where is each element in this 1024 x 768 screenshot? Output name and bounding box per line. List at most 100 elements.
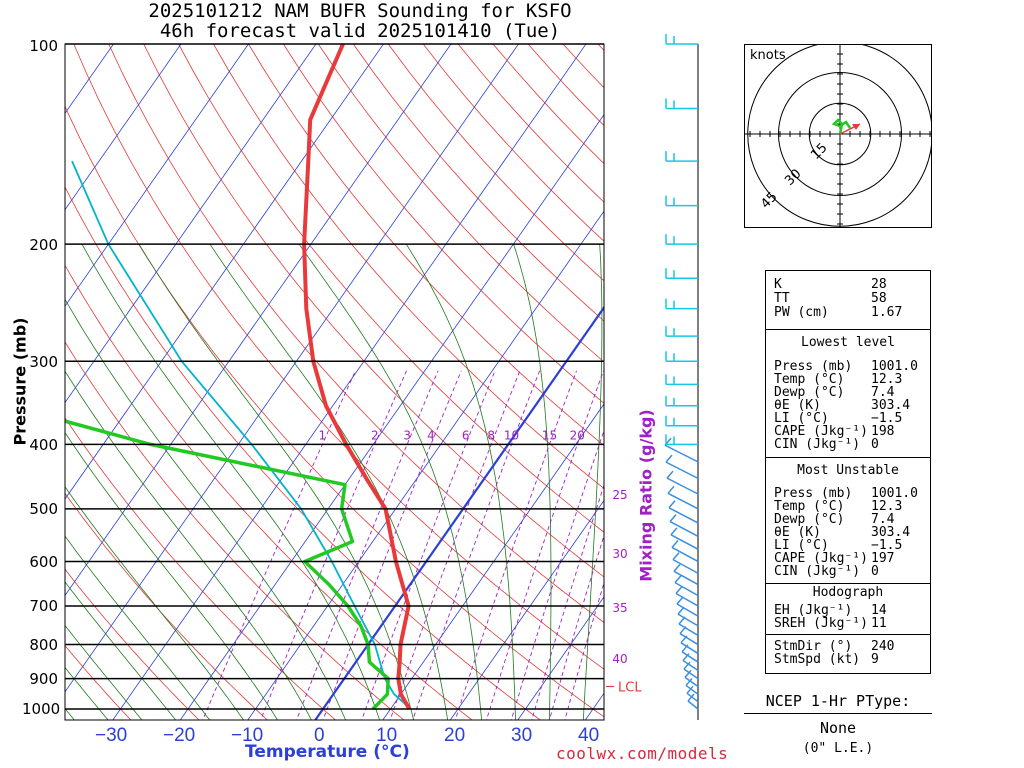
mixing-ratio-line [548,534,604,720]
wind-barb [687,693,699,710]
temperature-trace [302,44,412,710]
title-line-2: 46h forecast valid 2025101410 (Tue) [159,20,561,42]
wind-barb [670,527,699,550]
wind-barb [665,415,698,427]
indices-panel: K 28 TT 58 PW (cm) 1.67 Lowest level Press … [765,270,931,674]
mixing-ratio-tick-label: 2 [371,428,379,442]
dry-adiabat [65,341,405,720]
temp-tick-m20: −20 [163,725,196,746]
wind-barb [669,514,699,538]
mixing-ratio-lines [202,370,604,720]
moist-adiabat [65,431,278,720]
hodograph-section-title: Hodograph [812,585,884,600]
pressure-tick-600: 600 [29,553,58,571]
pressure-tick-300: 300 [29,353,58,371]
moist-adiabat [65,666,109,720]
pressure-tick-700: 700 [29,597,58,615]
moist-adiabat [65,486,244,720]
moist-adiabat [65,298,347,720]
pressure-tick-100: 100 [29,37,58,55]
wind-barb [665,268,698,279]
mixing-ratio-tick-label: 25 [612,488,627,502]
mixing-ratio-tick-label: 1 [319,428,327,442]
mixing-ratio-tick-label: 3 [403,428,411,442]
storm-motion-arrow [852,124,860,130]
temp-tick-m10: −10 [231,725,264,746]
wind-barb [671,539,699,563]
moist-adiabat [65,535,211,720]
wind-barb [677,606,699,627]
wind-barb [666,470,699,495]
moist-adiabat [209,243,449,720]
wind-barb [665,395,698,407]
isotherm [247,210,604,720]
lcl-label: LCL [618,680,642,695]
wind-barb [665,151,698,162]
index-row: EH (Jkg⁻¹) 14 [774,603,887,618]
index-row: SREH (Jkg⁻¹) 11 [774,616,887,631]
mixing-ratio-line [322,370,462,720]
wind-barb [685,677,699,695]
dewpoint-line [65,419,390,711]
dry-adiabat [947,44,1024,723]
dry-adiabat [65,186,541,720]
index-row: Temp (°C) 12.3 [774,372,903,387]
index-row: CIN (Jkg⁻¹) 0 [774,564,879,579]
wind-barb [665,454,699,480]
temp-tick-10: 10 [376,725,398,746]
lowest-level-title: Lowest level [801,335,895,350]
dry-adiabat [248,44,604,447]
mixing-ratio-line [412,370,541,720]
mixing-ratio-tick-label: 35 [612,601,627,615]
dry-adiabat [283,44,604,404]
isotherm [65,44,249,307]
dry-adiabat [108,44,604,624]
dry-adiabat [178,44,604,533]
wind-barb [673,563,699,586]
wind-barb [675,586,699,607]
mixing-ratio-tick-label: 6 [462,428,470,442]
dry-adiabat [457,44,604,203]
dry-adiabat [317,44,604,363]
wind-barb [682,653,699,672]
mixing-ratio-axis-label: Mixing Ratio (g/kg) [636,409,656,582]
dry-adiabat [352,44,604,322]
isotherm [65,44,519,693]
dry-adiabat [213,44,604,489]
wind-barb [665,374,698,386]
mixing-ratio-line [531,483,604,720]
dry-adiabat [422,44,604,242]
isotherm [382,403,604,720]
index-row: CAPE (Jkg⁻¹) 198 [774,424,895,439]
wind-barb [684,669,699,688]
moist-adiabat [65,624,143,720]
moist-adiabat [65,581,177,720]
freezing-isotherm [313,305,604,720]
mixing-ratio-line [389,370,521,720]
moist-adiabat [298,243,482,720]
index-row: StmDir (°) 240 [774,639,895,654]
wind-barb [686,685,699,703]
wind-barb [665,298,698,310]
isotherm [65,44,452,597]
wind-barb [665,195,698,207]
dry-adiabat [143,44,604,578]
mixing-ratio-tick-label: 8 [487,428,495,442]
mixing-ratio-tick-label: 30 [612,547,627,561]
index-row: CIN (Jkg⁻¹) 0 [774,437,879,452]
index-row: TT 58 [774,291,887,306]
wind-barb [665,98,698,110]
index-row: Dewp (°C) 7.4 [774,512,895,527]
credit-link[interactable]: coolwx.com/models [556,744,729,763]
temp-tick-20: 20 [444,725,466,746]
mixing-ratio-line [260,370,407,720]
mixing-ratio-line [564,581,604,720]
hodograph-units: knots [750,48,786,63]
wind-barb [665,351,698,363]
hodograph-trace [831,118,852,135]
temp-tick-30: 30 [511,725,533,746]
index-row: LI (°C) −1.5 [774,538,903,553]
index-row: Press (mb) 1001.0 [774,359,918,374]
ptype-title: NCEP 1-Hr PType: [744,692,932,714]
